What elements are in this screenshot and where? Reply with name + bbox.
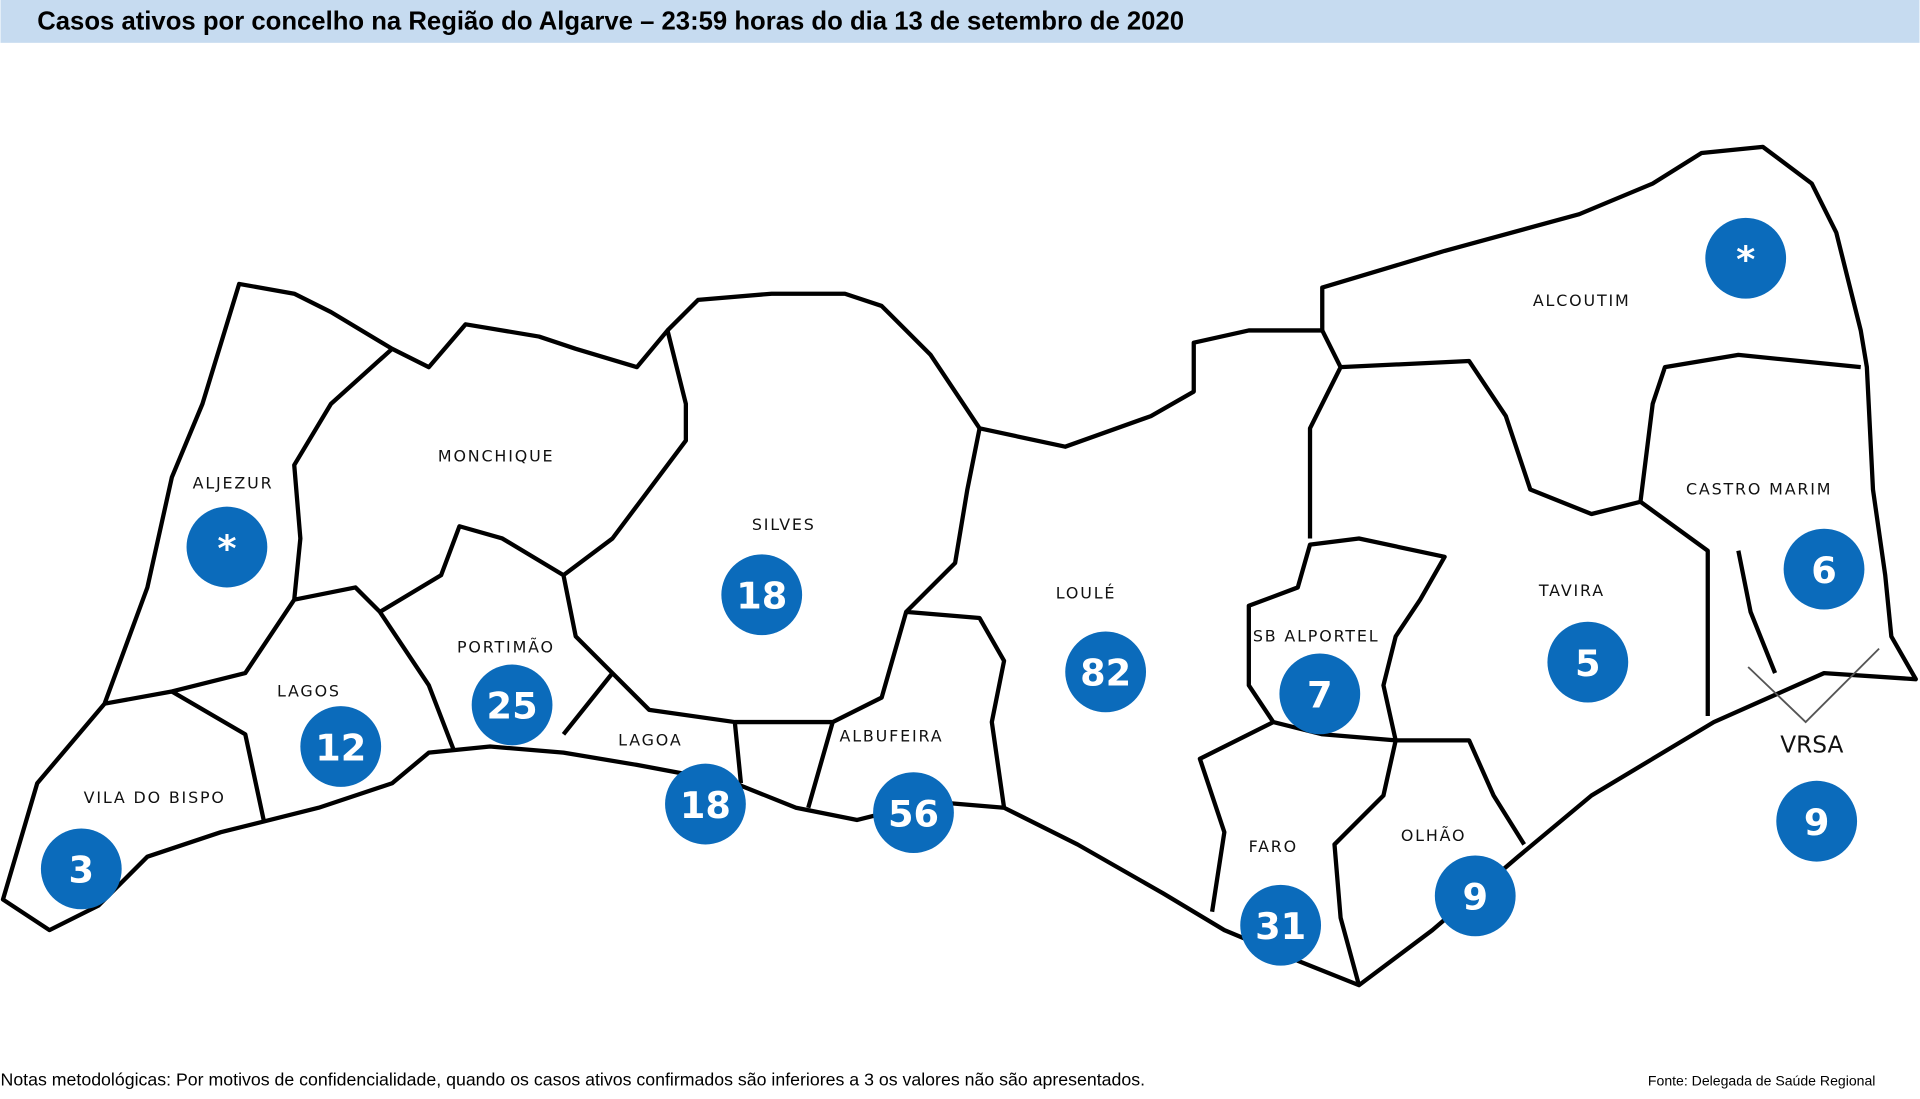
case-count: 18 <box>680 784 731 827</box>
case-marker <box>665 763 746 845</box>
municipality-label: ALCOUTIM <box>1533 291 1631 310</box>
title-bar <box>0 0 1920 43</box>
case-marker <box>40 828 122 910</box>
municipality-label: MONCHIQUE <box>438 446 555 465</box>
case-marker <box>1705 217 1787 299</box>
case-count: 56 <box>888 792 939 835</box>
municipality-label: FARO <box>1249 837 1298 856</box>
case-count: * <box>1736 238 1755 281</box>
case-marker <box>1783 528 1865 610</box>
municipality-label: ALBUFEIRA <box>840 727 944 746</box>
inner-borders <box>104 329 1861 986</box>
municipality-label: PORTIMÃO <box>457 637 555 656</box>
case-marker <box>471 664 553 746</box>
municipality-label: CASTRO MARIM <box>1686 479 1832 498</box>
municipality-label: TAVIRA <box>1538 581 1605 600</box>
outline <box>0 144 1918 988</box>
case-count: 31 <box>1255 905 1306 948</box>
case-count: 12 <box>315 726 366 769</box>
case-marker <box>721 554 803 636</box>
municipality-label: LAGOA <box>618 730 682 749</box>
municipality-label: VRSA <box>1780 732 1843 759</box>
source: Fonte: Delegada de Saúde Regional <box>1648 1073 1876 1089</box>
case-marker <box>1065 631 1147 713</box>
municipality-label: VILA DO BISPO <box>84 788 226 807</box>
case-count: 6 <box>1811 549 1837 592</box>
case-count: 82 <box>1080 652 1131 695</box>
title: Casos ativos por concelho na Região do A… <box>37 7 1184 35</box>
case-count: 9 <box>1804 801 1830 844</box>
case-marker <box>1240 884 1322 966</box>
case-marker <box>1434 855 1516 937</box>
notes: Notas metodológicas: Por motivos de conf… <box>1 1070 1146 1090</box>
case-count: 9 <box>1462 876 1488 919</box>
municipality-label: LAGOS <box>277 681 341 700</box>
case-marker <box>186 506 268 588</box>
case-count: 25 <box>487 685 538 728</box>
municipality-label: LOULÉ <box>1056 583 1117 602</box>
case-marker <box>1776 780 1858 862</box>
case-count: * <box>217 527 236 570</box>
case-marker <box>873 772 954 854</box>
case-marker <box>300 706 382 787</box>
case-count: 18 <box>736 575 787 618</box>
case-marker <box>1279 653 1361 735</box>
case-count: 5 <box>1575 642 1601 685</box>
municipality-label: SILVES <box>752 515 816 534</box>
case-count: 3 <box>69 849 95 892</box>
case-count: 7 <box>1307 674 1333 717</box>
municipality-label: OLHÃO <box>1401 826 1467 845</box>
case-marker <box>1547 621 1629 703</box>
municipality-label: ALJEZUR <box>193 473 274 492</box>
municipality-label: SB ALPORTEL <box>1253 626 1380 645</box>
vrsa-pointer <box>1747 647 1880 724</box>
borders <box>0 144 1918 988</box>
